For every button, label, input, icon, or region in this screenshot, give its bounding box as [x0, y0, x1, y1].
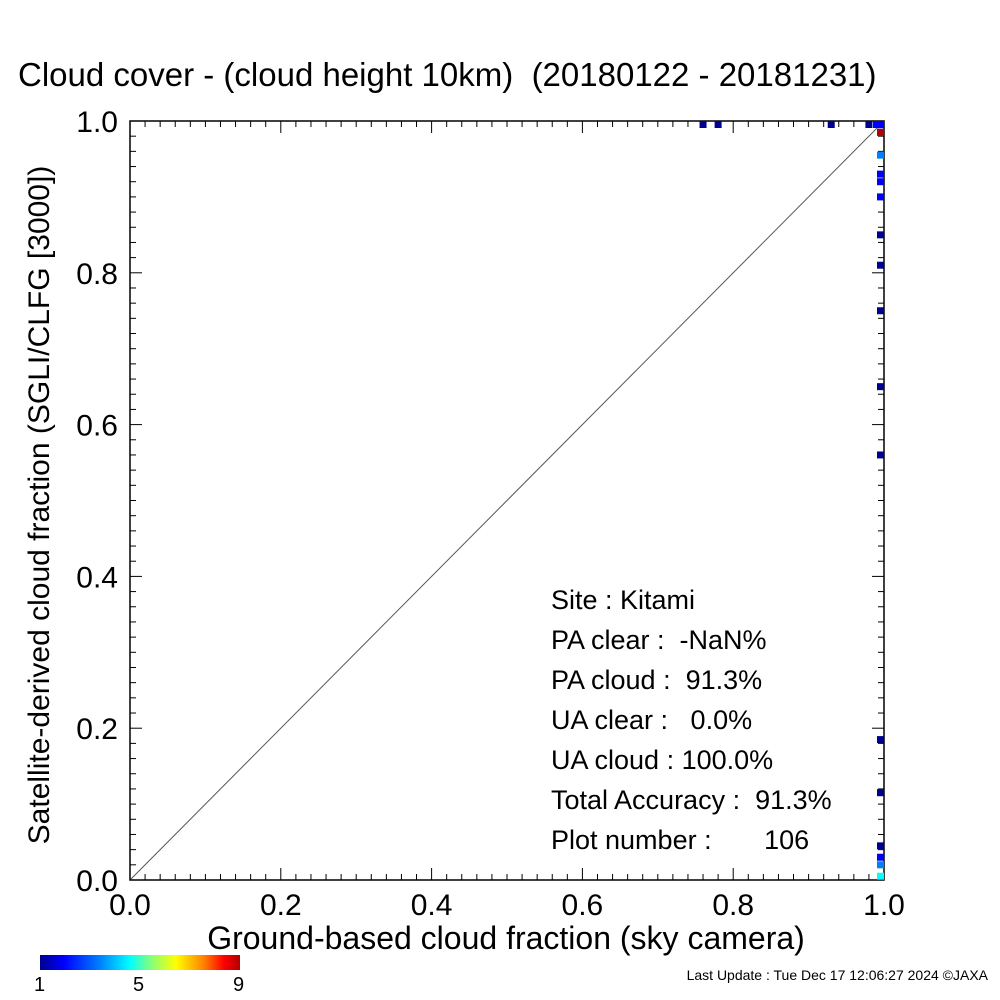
x-tick-label: 0.0: [109, 889, 151, 922]
stat-pa-clear: PA clear : -NaN%: [551, 625, 767, 655]
data-point: [877, 383, 884, 391]
x-tick-label: 1.0: [863, 889, 905, 922]
data-point: [865, 121, 873, 128]
x-tick-label: 0.6: [562, 889, 604, 922]
colorbar-max-label: 9: [233, 974, 245, 996]
stat-site: Site : Kitami: [551, 585, 696, 615]
data-point: [877, 121, 884, 129]
data-point: [699, 121, 707, 128]
x-axis-label: Ground-based cloud fraction (sky camera): [207, 920, 805, 956]
y-tick-label: 0.4: [76, 561, 118, 594]
data-point: [877, 151, 884, 159]
data-point: [877, 128, 884, 136]
colorbar-min-label: 1: [34, 974, 46, 996]
data-point: [877, 231, 884, 239]
stat-pa-cloud: PA cloud : 91.3%: [551, 665, 763, 695]
reference-line: [129, 120, 885, 881]
data-point: [714, 121, 722, 128]
data-point: [877, 789, 884, 797]
data-point: [877, 872, 884, 880]
data-point: [827, 121, 835, 128]
last-update-footer: Last Update : Tue Dec 17 12:06:27 2024 ©…: [686, 967, 988, 983]
y-tick-label: 0.8: [76, 258, 118, 291]
y-tick-label: 0.2: [76, 713, 118, 746]
data-point: [877, 451, 884, 459]
stat-total-accuracy: Total Accuracy : 91.3%: [551, 785, 832, 815]
colorbar-mid-label: 5: [133, 974, 145, 996]
colorbar: [40, 955, 240, 970]
data-point: [877, 178, 884, 186]
y-tick-label: 0.0: [76, 865, 118, 898]
data-point: [877, 170, 884, 178]
y-axis-label: Satellite-derived cloud fraction (SGLI/C…: [23, 165, 56, 845]
y-tick-label: 0.6: [76, 410, 118, 443]
data-point: [877, 261, 884, 269]
data-point: [877, 842, 884, 850]
data-point: [877, 861, 884, 869]
chart-title: Cloud cover - (cloud height 10km) (20180…: [18, 56, 877, 93]
data-point: [877, 307, 884, 315]
data-point: [877, 853, 884, 861]
y-tick-label: 1.0: [76, 106, 118, 139]
data-point: [877, 736, 884, 744]
data-point: [877, 193, 884, 201]
x-tick-label: 0.8: [712, 889, 754, 922]
stat-ua-cloud: UA cloud : 100.0%: [551, 745, 774, 775]
data-point: [872, 121, 880, 128]
statistics-panel: Site : Kitami PA clear : -NaN% PA cloud : …: [551, 580, 832, 860]
x-tick-label: 0.4: [411, 889, 453, 922]
stat-ua-clear: UA clear : 0.0%: [551, 705, 753, 735]
stat-plot-number: Plot number : 106: [551, 825, 810, 855]
x-tick-label: 0.2: [260, 889, 302, 922]
